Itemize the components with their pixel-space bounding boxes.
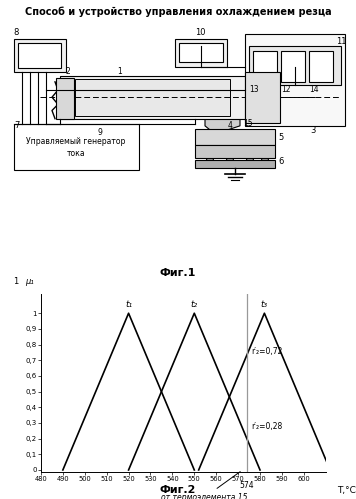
Text: 574: 574 xyxy=(240,481,254,490)
Text: 15: 15 xyxy=(243,119,253,128)
Bar xyxy=(14,39,66,72)
Circle shape xyxy=(226,158,234,166)
Text: 11: 11 xyxy=(336,37,347,46)
Text: 5: 5 xyxy=(278,133,283,142)
Bar xyxy=(179,43,223,62)
Text: t₂: t₂ xyxy=(191,299,198,308)
Bar xyxy=(281,51,305,82)
Bar xyxy=(245,72,280,123)
Text: 4: 4 xyxy=(227,121,232,130)
Text: T,°C: T,°C xyxy=(337,486,356,495)
Text: Управляемый генератор: Управляемый генератор xyxy=(26,137,126,146)
Text: 2: 2 xyxy=(66,67,70,76)
Polygon shape xyxy=(280,82,310,113)
Text: 3: 3 xyxy=(310,126,315,135)
Bar xyxy=(175,39,227,66)
Bar xyxy=(18,43,61,67)
Text: 1: 1 xyxy=(117,67,122,76)
Text: тока: тока xyxy=(67,149,85,158)
Bar xyxy=(249,46,341,85)
Circle shape xyxy=(246,158,254,166)
Circle shape xyxy=(261,158,269,166)
Text: t₁: t₁ xyxy=(125,299,132,308)
Text: 1: 1 xyxy=(13,276,18,285)
Bar xyxy=(195,145,275,158)
Bar xyxy=(253,51,277,82)
Bar xyxy=(60,76,245,119)
Text: 13: 13 xyxy=(249,85,258,94)
Text: 9: 9 xyxy=(98,128,103,137)
Text: Способ и устройство управления охлаждением резца: Способ и устройство управления охлаждени… xyxy=(25,6,331,16)
Text: Фиг.1: Фиг.1 xyxy=(160,268,196,278)
Text: 6: 6 xyxy=(278,157,283,166)
Circle shape xyxy=(206,158,214,166)
Bar xyxy=(56,78,74,119)
Bar xyxy=(245,34,345,126)
Text: 8: 8 xyxy=(13,28,19,37)
Text: 7: 7 xyxy=(14,121,19,130)
Bar xyxy=(75,79,230,116)
Polygon shape xyxy=(205,119,240,134)
Bar xyxy=(195,160,275,168)
Text: 14: 14 xyxy=(309,85,319,94)
Text: 12: 12 xyxy=(281,85,290,94)
Text: r′₂=0,72: r′₂=0,72 xyxy=(251,346,283,356)
Text: 10: 10 xyxy=(195,28,205,37)
Bar xyxy=(309,51,333,82)
Bar xyxy=(195,129,275,145)
Text: t₃: t₃ xyxy=(261,299,268,308)
Circle shape xyxy=(260,92,270,102)
Text: r′₂=0,28: r′₂=0,28 xyxy=(251,422,283,431)
Text: от термоэлемента 15: от термоэлемента 15 xyxy=(161,472,248,499)
Text: μ₁: μ₁ xyxy=(25,276,34,285)
Bar xyxy=(14,124,139,170)
Text: Фиг.2: Фиг.2 xyxy=(160,485,196,495)
